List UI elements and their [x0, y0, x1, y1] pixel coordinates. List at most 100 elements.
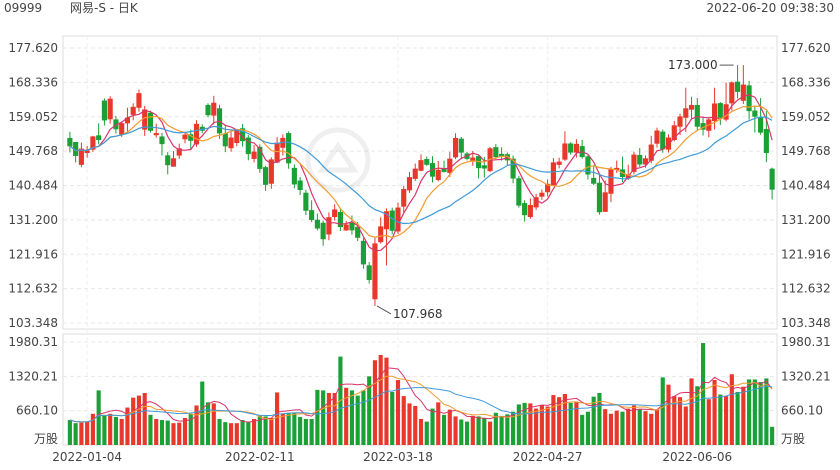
volume-bar: [424, 421, 429, 445]
volume-bar: [113, 416, 118, 445]
volume-bar: [275, 392, 280, 445]
volume-bar: [505, 414, 510, 445]
price-tick-left: 140.484: [8, 179, 58, 193]
volume-tick-left: 1980.31: [8, 335, 58, 349]
volume-bar: [718, 394, 723, 445]
volume-bar: [246, 421, 251, 445]
candle-body: [591, 177, 597, 184]
volume-bar: [528, 403, 533, 445]
candle-body: [326, 217, 332, 235]
volume-bar: [154, 418, 159, 445]
price-panel-frame: [62, 35, 778, 330]
candle-body: [320, 222, 326, 240]
volume-bar: [597, 392, 602, 445]
volume-bar: [706, 399, 711, 445]
volume-bar: [367, 376, 372, 445]
date-tick-label: 2022-06-06: [662, 450, 732, 464]
volume-bar: [332, 392, 337, 445]
volume-bar: [413, 405, 418, 445]
volume-bar: [770, 426, 775, 445]
candle-body: [228, 137, 234, 149]
candle-body: [763, 129, 769, 153]
volume-bar: [488, 421, 493, 445]
volume-bar: [200, 381, 205, 445]
candle-body: [545, 183, 551, 193]
candle-body: [314, 219, 320, 229]
ma-lines: [69, 94, 773, 252]
candle-body: [389, 210, 395, 231]
volume-bar: [459, 419, 464, 445]
candle-body: [602, 192, 608, 212]
candle-body: [758, 117, 764, 133]
price-tick-right: 112.632: [781, 282, 831, 296]
grid-lines: [62, 35, 778, 446]
candle-body: [372, 243, 378, 300]
candle-body: [573, 143, 579, 153]
candle-body: [257, 146, 263, 169]
volume-tick-right: 1980.31: [781, 335, 831, 349]
ma20-line: [69, 116, 773, 225]
volume-bar: [700, 343, 706, 445]
stock-code: 09999: [4, 1, 43, 15]
volume-bar: [188, 413, 193, 445]
candle-body: [96, 135, 102, 141]
price-tick-right: 131.200: [781, 213, 831, 227]
candle-body: [101, 100, 107, 121]
volume-bar: [637, 409, 642, 445]
candle-body: [735, 81, 741, 92]
volume-bar: [441, 414, 447, 445]
volume-bar: [67, 420, 72, 445]
volume-bar: [741, 386, 746, 445]
volume-tick-left: 660.10: [16, 404, 58, 418]
candle-body: [360, 240, 367, 265]
candle-body: [182, 134, 188, 140]
volume-bar: [361, 390, 366, 445]
volume-bar: [436, 402, 441, 445]
volume-bar: [401, 396, 406, 445]
volume-bar: [136, 395, 142, 445]
candle-body: [366, 265, 372, 280]
candle-body: [752, 110, 758, 117]
ma5-line: [69, 94, 773, 252]
volume-bar: [286, 412, 291, 445]
candle-body: [67, 137, 73, 147]
volume-bar: [724, 396, 729, 445]
candle-body: [251, 151, 257, 159]
candle-body: [153, 133, 159, 136]
candle-body: [711, 103, 718, 122]
candle-body: [268, 159, 274, 184]
candle-body: [769, 168, 775, 190]
candle-body: [499, 153, 505, 157]
stock-name: 网易-S - 日K: [70, 1, 138, 15]
volume-bar: [430, 408, 435, 445]
volume-bar: [280, 413, 285, 445]
annotations: 173.000 107.968: [376, 58, 734, 321]
volume-bar: [292, 412, 297, 445]
candle-body: [688, 104, 695, 110]
volume-bar: [660, 377, 665, 445]
price-tick-right: 159.052: [781, 110, 831, 124]
candle-body: [516, 178, 522, 206]
volume-bar: [689, 378, 694, 445]
candle-body: [424, 159, 430, 165]
candle-body: [683, 108, 689, 118]
candle-body: [303, 192, 309, 211]
volume-bar: [712, 379, 717, 445]
candle-body: [142, 109, 148, 130]
candle-body: [458, 138, 464, 153]
candle-body: [107, 98, 113, 120]
volume-bar: [240, 420, 245, 445]
volume-tick-right: 1320.21: [781, 369, 831, 383]
candle-body: [677, 116, 683, 127]
candle-body: [286, 133, 292, 164]
candle-body: [585, 156, 591, 175]
candle-body: [746, 85, 752, 112]
candle-body: [452, 137, 459, 158]
volume-bar: [476, 416, 481, 445]
volume-bar: [418, 418, 424, 445]
volume-bar: [171, 423, 176, 445]
candle-body: [263, 167, 269, 185]
volume-bar: [217, 418, 222, 445]
candle-body: [481, 165, 487, 169]
